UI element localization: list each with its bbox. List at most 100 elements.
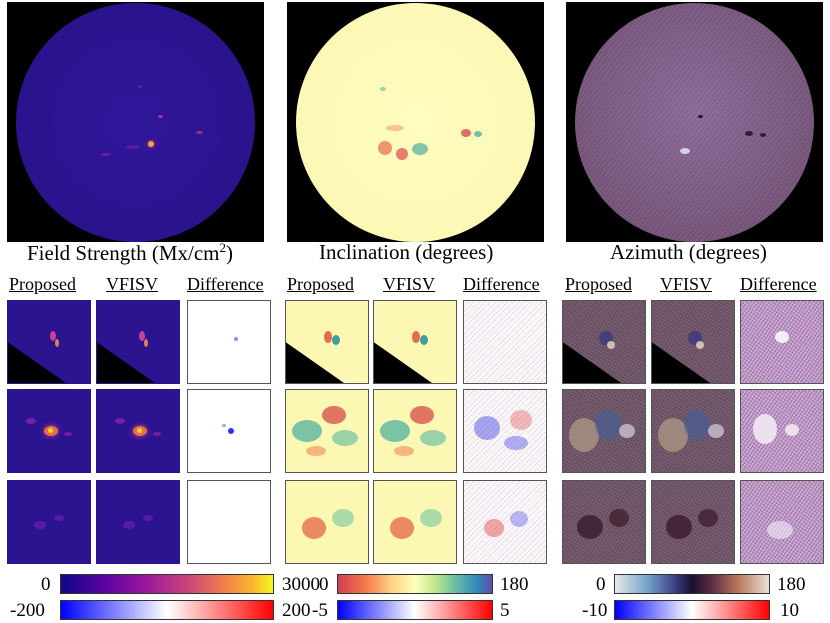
active-region-spot xyxy=(54,515,64,521)
field-difference-colorbar xyxy=(60,600,274,620)
difference-spot xyxy=(228,428,234,434)
active-region-spot xyxy=(123,521,135,529)
field-proposed-tile xyxy=(7,300,91,384)
field-vfisv-tile xyxy=(96,300,180,384)
difference-spot xyxy=(785,424,799,436)
inclination-colorbar xyxy=(337,574,493,594)
disk-limb xyxy=(374,338,434,383)
difference-spot xyxy=(474,416,500,440)
active-region-spot xyxy=(26,418,36,424)
inclination-full-disk xyxy=(287,2,544,242)
active-region-spot xyxy=(55,339,59,347)
azimuth-vfisv-tile xyxy=(651,480,735,564)
field-strength-full-disk xyxy=(7,2,264,242)
solar-disk xyxy=(296,3,535,242)
active-region-spot xyxy=(609,509,629,527)
inclination-proposed-tile xyxy=(285,300,369,384)
difference-spot xyxy=(222,424,226,427)
active-region-spot xyxy=(412,143,428,155)
active-region-spot xyxy=(745,131,753,136)
azimuth-full-disk xyxy=(566,2,823,242)
active-region-spot xyxy=(332,335,340,345)
colorbar-min-label: 0 xyxy=(41,574,51,595)
active-region-spot xyxy=(196,131,203,134)
active-region-spot xyxy=(126,145,140,149)
active-region-spot xyxy=(420,509,442,527)
active-region-spot xyxy=(607,341,615,349)
active-region-spot xyxy=(153,432,161,436)
inclination-title: Inclination (degrees) xyxy=(319,240,494,264)
azimuth-difference-tile xyxy=(740,389,824,473)
active-region-spot xyxy=(386,125,404,131)
azimuth-proposed-tile xyxy=(562,389,646,473)
active-region-spot xyxy=(144,339,148,347)
inclination-difference-colorbar xyxy=(337,600,493,620)
difference-spot xyxy=(510,511,528,527)
active-region-spot xyxy=(658,418,688,452)
active-region-spot xyxy=(380,420,410,442)
field-proposed-tile xyxy=(7,389,91,473)
difference-spot xyxy=(234,337,238,341)
active-region-spot xyxy=(461,129,471,137)
inclination-difference-tile xyxy=(463,389,547,473)
azimuth-difference-tile xyxy=(740,300,824,384)
colorbar-max-label: 5 xyxy=(500,600,510,621)
colorbar-min-label: -10 xyxy=(582,600,608,621)
disk-limb xyxy=(8,338,68,383)
active-region-spot xyxy=(138,85,142,88)
active-region-spot xyxy=(396,148,408,160)
difference-spot xyxy=(753,414,777,444)
inclination-proposed-tile xyxy=(285,480,369,564)
active-region-spot xyxy=(101,153,111,156)
active-region-spot xyxy=(378,141,392,155)
active-region-spot xyxy=(680,148,690,154)
difference-spot xyxy=(504,436,528,450)
solar-disk xyxy=(16,3,255,242)
inclination-difference-tile xyxy=(463,480,547,564)
active-region-spot xyxy=(698,115,703,118)
difference-spot xyxy=(484,519,504,537)
active-region-spot xyxy=(390,517,414,539)
field-difference-tile xyxy=(187,300,271,384)
azimuth-colorbar xyxy=(614,574,770,594)
field-strength-colorbar xyxy=(60,574,274,594)
active-region-spot xyxy=(394,446,414,456)
colorbar-max-label: 200 xyxy=(282,600,311,621)
azimuth-difference-tile xyxy=(740,480,824,564)
active-region-spot xyxy=(420,430,446,446)
inclination-difference-tile xyxy=(463,300,547,384)
active-region-spot xyxy=(332,430,358,446)
azimuth-vfisv-tile xyxy=(651,300,735,384)
active-region-spot xyxy=(474,131,482,137)
azimuth-difference-colorbar xyxy=(614,600,770,620)
field-proposed-tile xyxy=(7,480,91,564)
colorbar-min-label: -5 xyxy=(312,600,328,621)
difference-spot xyxy=(775,331,789,343)
colorbar-max-label: 180 xyxy=(777,574,806,595)
column-label-proposed: Proposed xyxy=(287,274,354,294)
active-region-spot xyxy=(322,406,346,424)
active-region-spot xyxy=(380,87,386,91)
active-region-spot xyxy=(306,446,326,456)
disk-limb xyxy=(97,338,157,383)
active-region-spot xyxy=(139,331,145,341)
inclination-vfisv-tile xyxy=(373,389,457,473)
active-region-spot xyxy=(420,335,428,345)
active-region-spot xyxy=(137,428,142,433)
column-label-difference: Difference xyxy=(740,274,817,294)
field-strength-title: Field Strength (Mx/cm2) xyxy=(27,240,233,265)
active-region-spot xyxy=(684,410,710,440)
column-label-difference: Difference xyxy=(187,274,264,294)
active-region-spot xyxy=(595,410,621,440)
column-label-vfisv: VFISV xyxy=(660,274,713,294)
active-region-spot xyxy=(569,418,599,452)
colorbar-max-label: 10 xyxy=(780,600,799,621)
column-label-proposed: Proposed xyxy=(9,274,76,294)
colorbar-min-label: -200 xyxy=(10,600,45,621)
active-region-spot xyxy=(115,418,125,424)
colorbar-max-label: 3000 xyxy=(282,574,320,595)
column-label-difference: Difference xyxy=(463,274,540,294)
colorbar-max-label: 180 xyxy=(500,574,529,595)
active-region-spot xyxy=(50,331,56,341)
active-region-spot xyxy=(324,331,332,343)
